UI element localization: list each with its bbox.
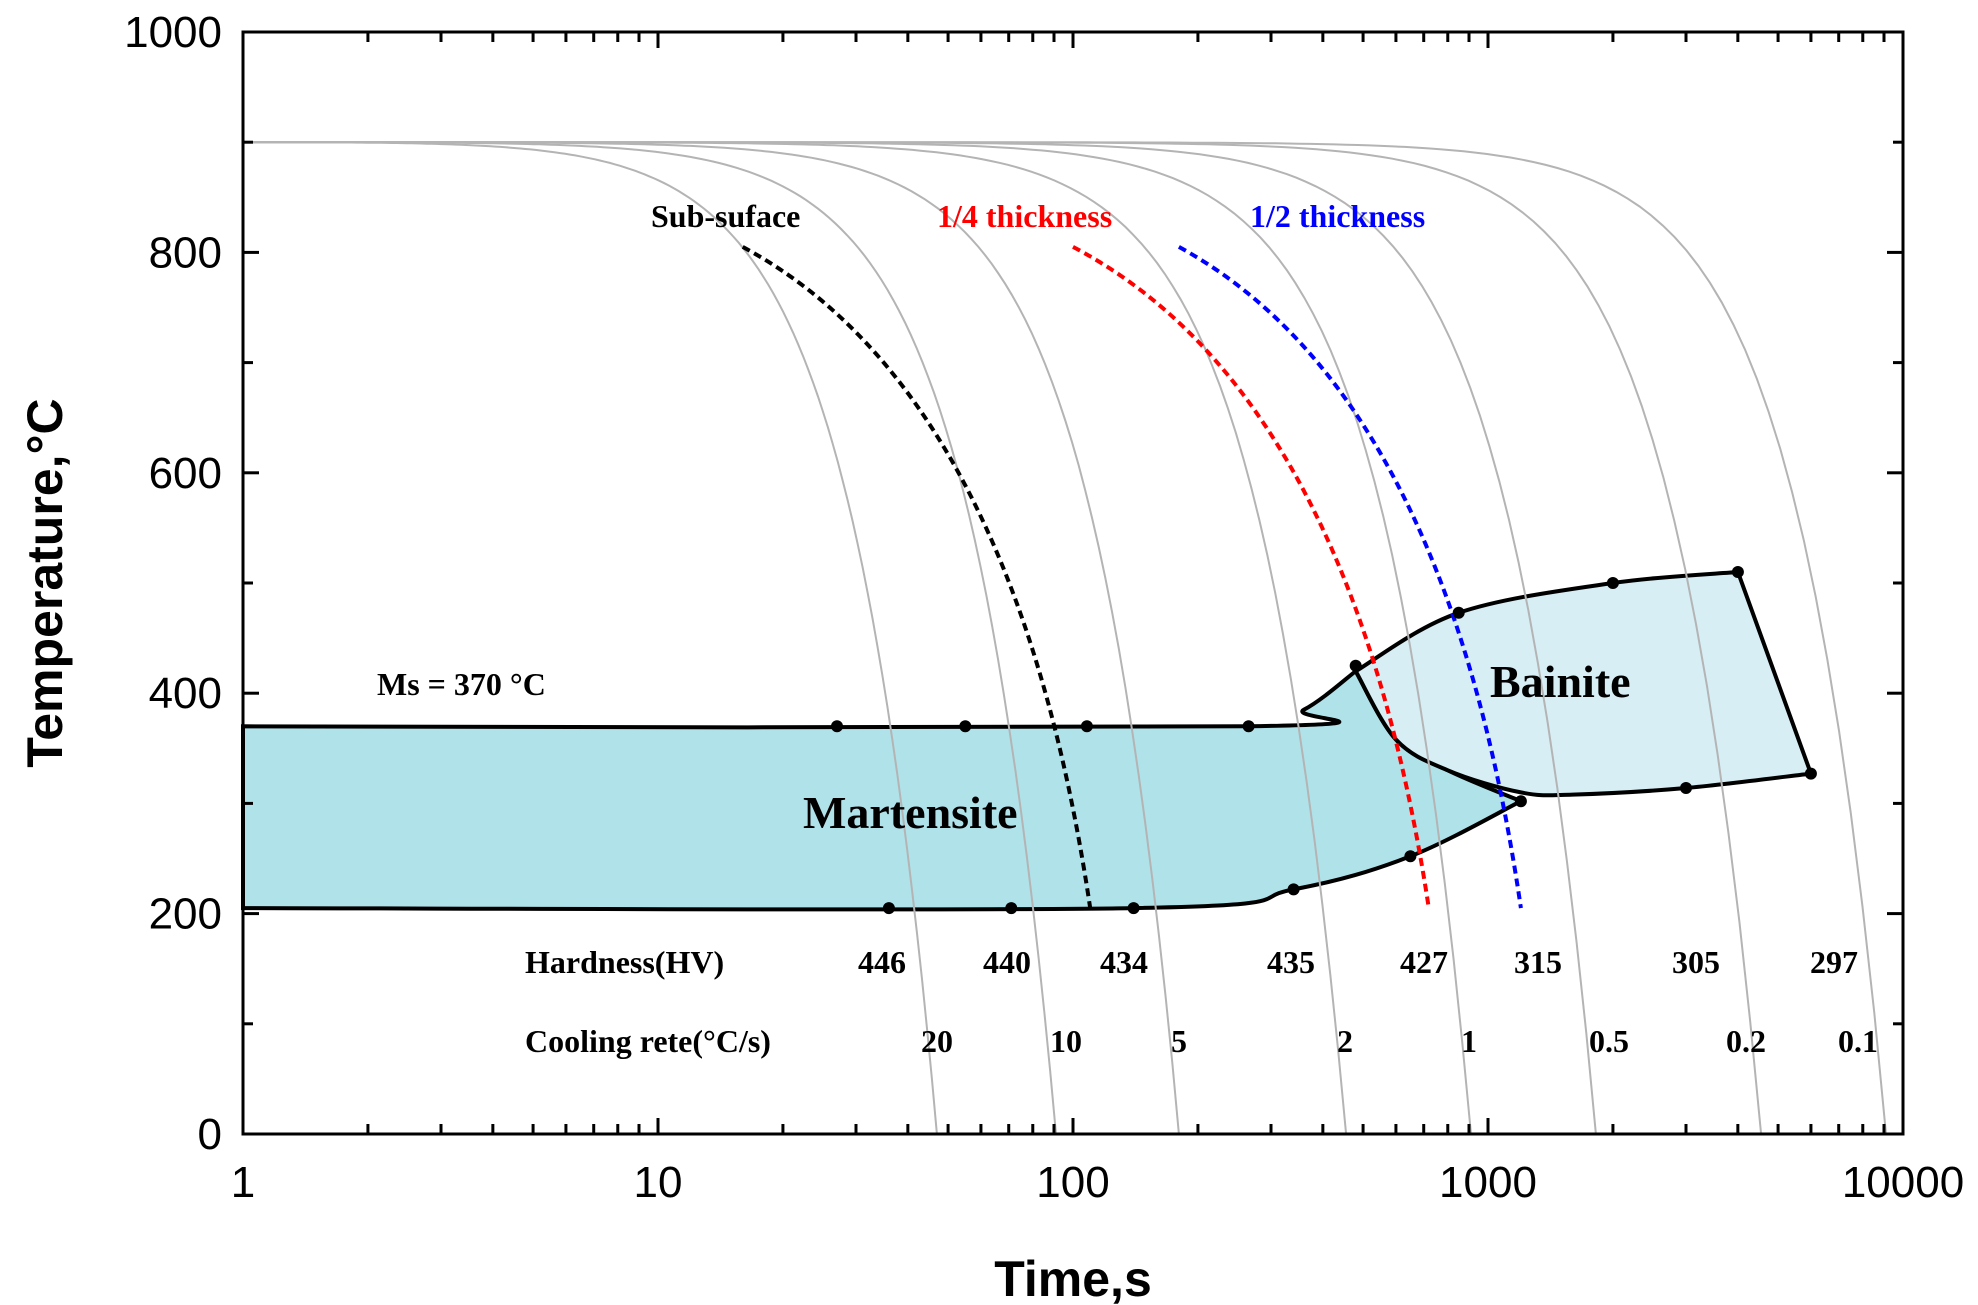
cooling-rate-row-label: Cooling rete(°C/s)	[525, 1023, 771, 1059]
axis-ticks	[241, 30, 1903, 1136]
cooling-rate-value: 0.2	[1726, 1023, 1766, 1059]
hardness-value: 446	[858, 944, 906, 980]
hardness-value: 315	[1514, 944, 1562, 980]
sub-suface-curve	[741, 245, 1093, 909]
marker-point	[1080, 720, 1093, 733]
marker-point	[1242, 720, 1255, 733]
x-tick-label: 1000	[1439, 1158, 1537, 1207]
marker-point	[1005, 902, 1018, 915]
marker-point	[1127, 902, 1140, 915]
cooling-curve-20	[243, 141, 938, 1135]
x-tick-label: 10000	[1842, 1158, 1964, 1207]
y-tick-label: 0	[198, 1110, 222, 1159]
x-tick-label: 1	[231, 1158, 255, 1207]
bainite-label: Bainite	[1490, 656, 1631, 707]
cooling-curve-5	[243, 141, 1180, 1135]
y-tick-label: 800	[149, 228, 222, 277]
sub-surface-label: Sub-suface	[651, 198, 800, 234]
hardness-values: 446 440 434 435 427 315 305 297	[858, 944, 1858, 980]
hardness-value: 434	[1100, 944, 1148, 980]
cooling-curve-1	[243, 141, 1472, 1135]
ms-label: Ms = 370 °C	[377, 666, 546, 702]
y-tick-label: 400	[149, 669, 222, 718]
cooling-curves	[243, 141, 1887, 1135]
cooling-curve-0.1	[243, 141, 1887, 1135]
hardness-value: 305	[1672, 944, 1720, 980]
cooling-rate-value: 20	[921, 1023, 953, 1059]
cooling-curve-2	[243, 141, 1348, 1135]
cooling-curve-10	[243, 141, 1057, 1135]
axis-tick-labels: 1 10 100 1000 10000 0 200 400 600 800 1000	[124, 8, 1964, 1207]
marker-point	[831, 720, 843, 733]
cooling-rate-values: 20 10 5 2 1 0.5 0.2 0.1	[921, 1023, 1878, 1059]
marker-point	[1404, 850, 1417, 863]
quarter-thickness-label: 1/4 thickness	[937, 198, 1112, 234]
marker-point	[1804, 767, 1817, 780]
cooling-curve-0.5	[243, 141, 1597, 1135]
y-tick-label: 200	[149, 890, 222, 939]
marker-point	[882, 902, 895, 915]
marker-point	[1606, 577, 1619, 589]
marker-point	[1452, 606, 1465, 619]
phase-regions	[241, 569, 1814, 912]
marker-point	[1514, 795, 1527, 808]
martensite-label: Martensite	[803, 787, 1018, 838]
cooling-rate-value: 10	[1050, 1023, 1082, 1059]
x-tick-label: 10	[634, 1158, 683, 1207]
marker-point	[1287, 883, 1300, 896]
cooling-rate-value: 2	[1337, 1023, 1353, 1059]
y-tick-label: 600	[149, 449, 222, 498]
hardness-row-label: Hardness(HV)	[525, 944, 724, 980]
x-tick-label: 100	[1036, 1158, 1109, 1207]
1-2-thickness-curve	[1177, 245, 1523, 909]
hardness-value: 435	[1267, 944, 1315, 980]
hardness-value: 297	[1810, 944, 1858, 980]
hardness-value: 427	[1400, 944, 1448, 980]
cooling-rate-value: 5	[1171, 1023, 1187, 1059]
marker-point	[959, 720, 972, 733]
cooling-rate-value: 0.1	[1838, 1023, 1878, 1059]
location-curves	[741, 245, 1523, 909]
marker-points	[831, 566, 1817, 915]
y-axis-title: Temperature,°C	[17, 398, 73, 767]
cooling-rate-value: 0.5	[1589, 1023, 1629, 1059]
marker-point	[1349, 659, 1362, 672]
x-axis-title: Time,s	[994, 1251, 1152, 1305]
cooling-rate-value: 1	[1461, 1023, 1477, 1059]
half-thickness-label: 1/2 thickness	[1250, 198, 1425, 234]
y-tick-label: 1000	[124, 8, 222, 57]
marker-point	[1731, 566, 1744, 578]
hardness-value: 440	[983, 944, 1031, 980]
marker-point	[1680, 782, 1692, 794]
